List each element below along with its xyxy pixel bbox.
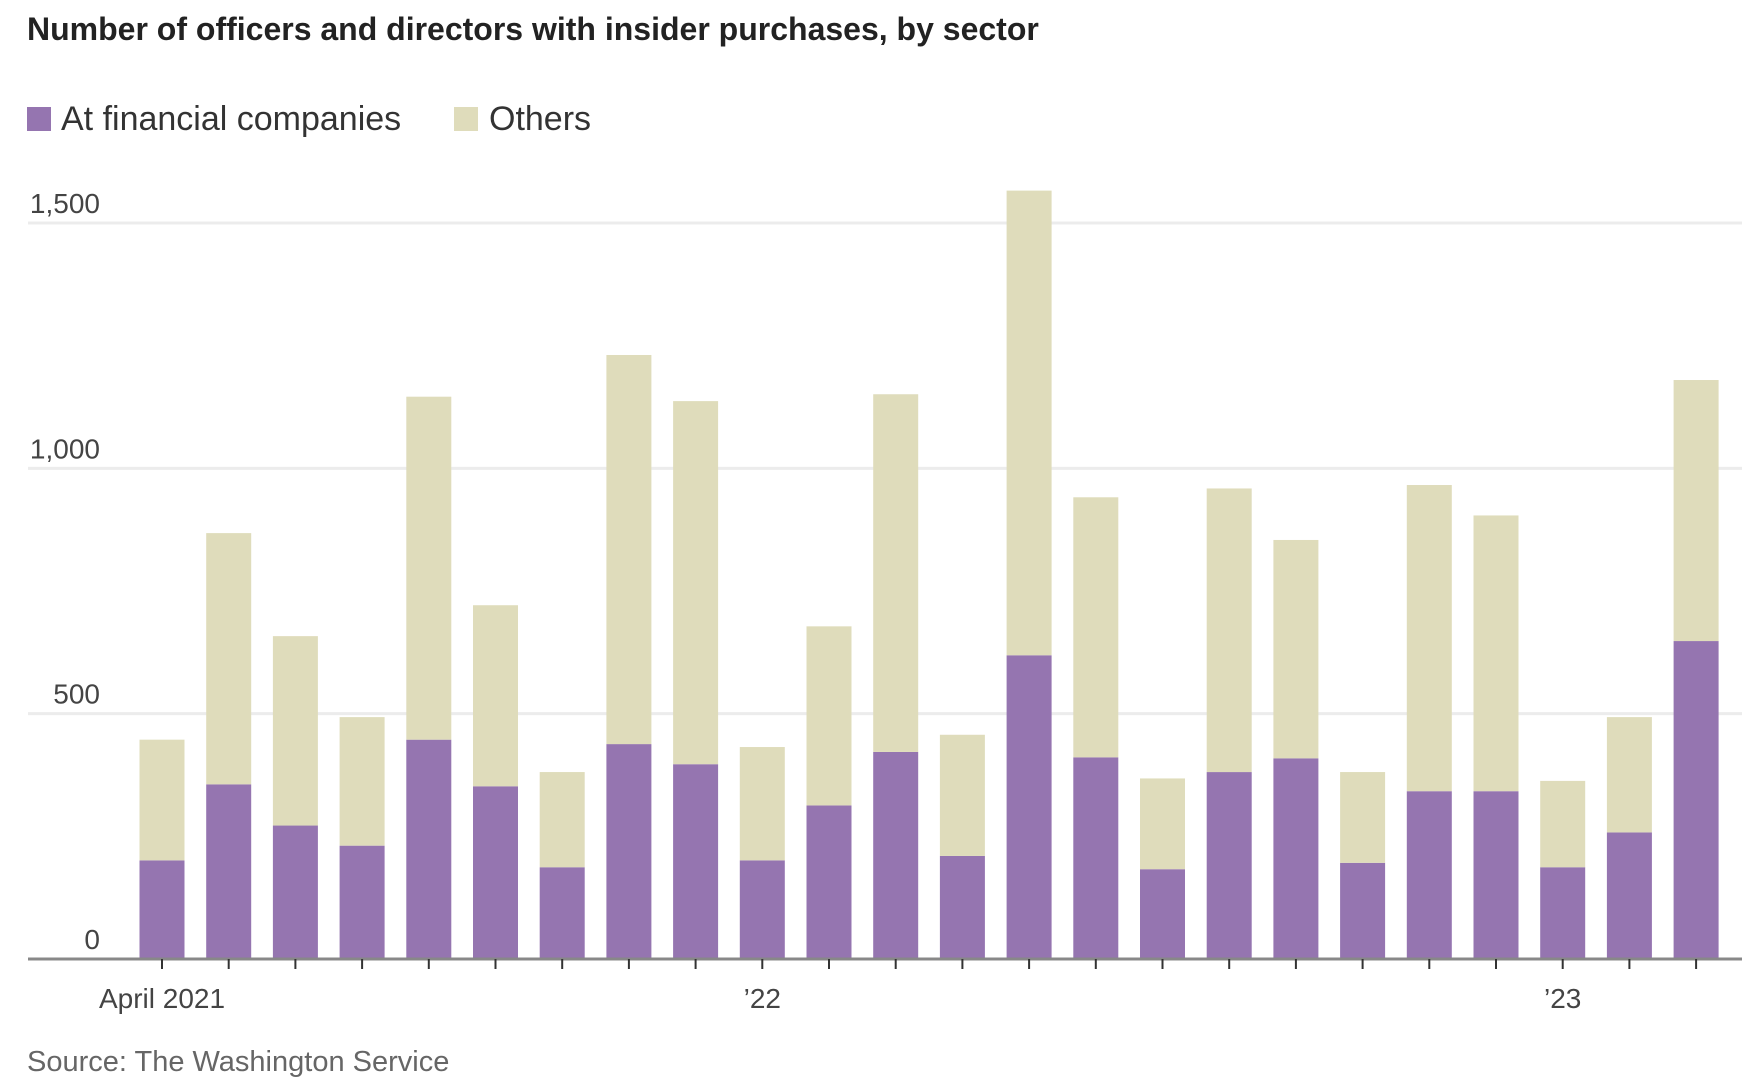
- bar-financial: [473, 786, 518, 959]
- bar-financial: [406, 739, 452, 959]
- bar-financial: [1340, 862, 1386, 959]
- bar-others: [1206, 488, 1252, 773]
- bar-others: [806, 626, 852, 806]
- bar-financial: [1273, 758, 1319, 959]
- legend-label-financial: At financial companies: [61, 100, 401, 138]
- bar-financial: [1540, 867, 1586, 959]
- x-tick-label: ’23: [1544, 983, 1581, 1014]
- bar-financial: [1140, 869, 1185, 959]
- bar-others: [606, 354, 652, 745]
- bar-financial: [272, 825, 318, 959]
- y-tick-label: 1,500: [30, 188, 100, 219]
- y-tick-label: 500: [53, 679, 100, 710]
- bar-financial: [873, 751, 919, 959]
- bar-others: [473, 605, 518, 787]
- bar-others: [939, 734, 985, 856]
- bar-others: [539, 772, 585, 868]
- bar-financial: [206, 784, 252, 959]
- bar-financial: [1006, 655, 1052, 959]
- legend: At financial companies Others: [27, 100, 591, 138]
- bar-financial: [139, 860, 185, 959]
- bar-others: [1073, 497, 1119, 758]
- bar-financial: [739, 860, 785, 959]
- bar-financial: [1606, 832, 1652, 959]
- bar-others: [272, 636, 318, 826]
- bar-financial: [539, 867, 585, 959]
- bar-financial: [1673, 641, 1719, 959]
- bar-others: [206, 533, 252, 785]
- bar-others: [1673, 380, 1719, 642]
- chart-title: Number of officers and directors with in…: [27, 11, 1039, 47]
- bar-others: [1540, 780, 1586, 868]
- x-tick-label: April 2021: [99, 983, 225, 1014]
- bar-others: [1606, 717, 1652, 833]
- bar-others: [406, 396, 452, 740]
- bar-financial: [1206, 772, 1252, 959]
- bar-others: [1473, 515, 1519, 792]
- bar-others: [1273, 539, 1319, 759]
- source-note: Source: The Washington Service: [27, 1046, 449, 1078]
- legend-swatch-financial: [27, 107, 51, 131]
- bar-others: [1006, 190, 1052, 656]
- bar-others: [1406, 485, 1452, 792]
- bar-others: [339, 717, 385, 846]
- bar-financial: [1473, 791, 1519, 959]
- bar-financial: [806, 805, 852, 959]
- bar-financial: [1406, 791, 1452, 959]
- bar-financial: [1073, 757, 1119, 959]
- bar-others: [1140, 778, 1185, 870]
- bar-financial: [339, 845, 385, 959]
- y-tick-label: 0: [84, 924, 100, 955]
- bar-others: [673, 401, 719, 765]
- bar-others: [873, 394, 919, 752]
- legend-swatch-others: [454, 107, 478, 131]
- bar-others: [739, 747, 785, 861]
- bar-others: [1340, 772, 1386, 863]
- bar-financial: [939, 855, 985, 959]
- legend-label-others: Others: [489, 100, 591, 138]
- bar-financial: [606, 744, 652, 959]
- bar-others: [139, 739, 185, 861]
- bar-financial: [673, 764, 719, 959]
- y-tick-label: 1,000: [30, 433, 100, 464]
- x-tick-label: ’22: [744, 983, 781, 1014]
